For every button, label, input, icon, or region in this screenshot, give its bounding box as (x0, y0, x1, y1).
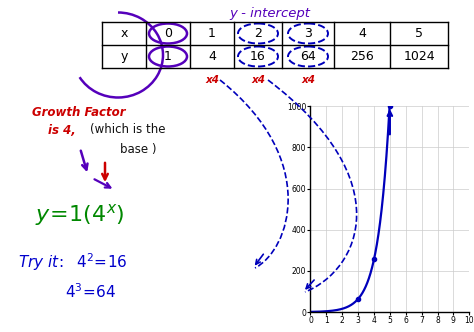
Text: base ): base ) (120, 143, 156, 156)
Text: 0: 0 (164, 27, 172, 40)
Text: (which is the: (which is the (90, 124, 165, 136)
Text: x4: x4 (301, 75, 315, 85)
Text: x: x (120, 27, 128, 40)
Text: 256: 256 (350, 50, 374, 63)
Text: 16: 16 (250, 50, 266, 63)
Text: 3: 3 (304, 27, 312, 40)
Text: 5: 5 (415, 27, 423, 40)
Text: 2: 2 (254, 27, 262, 40)
Text: $y\!=\!1(4^{x})$: $y\!=\!1(4^{x})$ (35, 202, 125, 228)
Text: $Try\ it\!:\ \ 4^{2}\!=\!16$: $Try\ it\!:\ \ 4^{2}\!=\!16$ (18, 251, 128, 273)
Text: x4: x4 (251, 75, 265, 85)
Text: y - intercept: y - intercept (229, 8, 310, 21)
Text: $4^{3}\!=\!64$: $4^{3}\!=\!64$ (65, 283, 116, 301)
Text: 4: 4 (358, 27, 366, 40)
Text: 1: 1 (164, 50, 172, 63)
Text: 64: 64 (300, 50, 316, 63)
Text: 4: 4 (208, 50, 216, 63)
Text: Growth Factor: Growth Factor (32, 106, 126, 119)
Text: 1024: 1024 (403, 50, 435, 63)
Text: 1: 1 (208, 27, 216, 40)
Text: x4: x4 (205, 75, 219, 85)
Text: is 4,: is 4, (48, 124, 76, 136)
Text: y: y (120, 50, 128, 63)
